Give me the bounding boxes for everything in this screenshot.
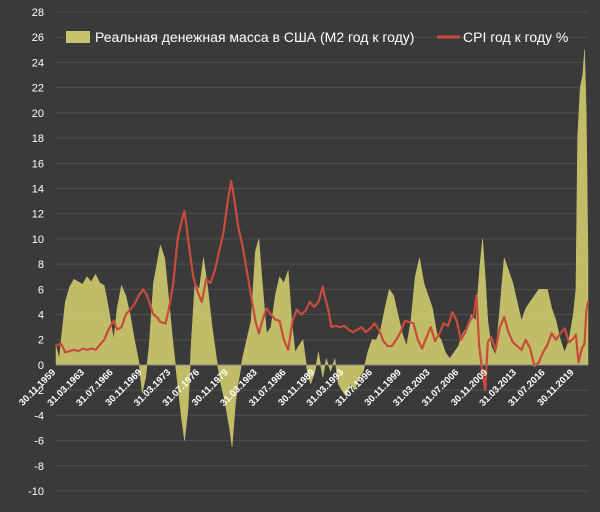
legend-label-cpi: CPI год к году % — [463, 29, 568, 45]
y-tick-label: 28 — [32, 7, 44, 19]
legend: Реальная денежная масса в США (М2 год к … — [66, 29, 568, 45]
y-tick-label: 0 — [38, 360, 44, 372]
axes: -10-8-6-4-2024681012141618202224262830.1… — [17, 7, 588, 498]
y-tick-label: 24 — [32, 57, 44, 69]
y-tick-label: 12 — [32, 209, 44, 221]
y-tick-label: 26 — [32, 32, 44, 44]
y-tick-label: 16 — [32, 158, 44, 170]
legend-label-m2: Реальная денежная масса в США (М2 год к … — [95, 29, 414, 45]
grid — [56, 11, 588, 492]
y-tick-label: 18 — [32, 133, 44, 145]
y-tick-label: 20 — [32, 108, 44, 120]
line-series-cpi — [54, 179, 590, 392]
y-tick-label: 4 — [38, 310, 44, 322]
legend-swatch-m2 — [66, 31, 90, 43]
y-tick-label: -6 — [34, 436, 44, 448]
y-tick-label: -2 — [34, 385, 44, 397]
y-tick-label: 10 — [32, 234, 44, 246]
y-tick-label: -8 — [34, 461, 44, 473]
y-tick-label: 2 — [38, 335, 44, 347]
y-tick-label: 8 — [38, 259, 44, 271]
y-tick-label: 22 — [32, 83, 44, 95]
line-series-layer — [54, 179, 590, 392]
y-tick-label: 6 — [38, 284, 44, 296]
y-tick-label: -10 — [28, 486, 44, 498]
area-series-m2 — [55, 49, 589, 447]
y-tick-label: 14 — [32, 183, 44, 195]
y-tick-label: -4 — [34, 410, 44, 422]
area-series-layer — [55, 49, 589, 447]
